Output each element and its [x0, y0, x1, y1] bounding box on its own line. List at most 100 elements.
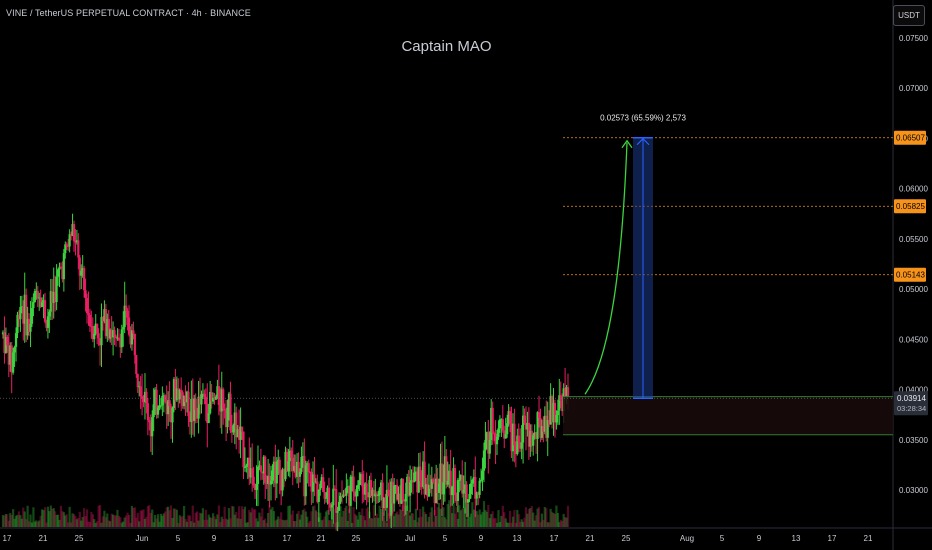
- candle: [182, 395, 186, 407]
- candle: [446, 480, 449, 485]
- candle: [462, 489, 465, 494]
- symbol-header: VINE / TetherUS PERPETUAL CONTRACT · 4h …: [6, 8, 251, 18]
- volume-bar: [537, 507, 541, 527]
- candle: [468, 493, 471, 500]
- volume-bar: [142, 509, 145, 527]
- volume-bar: [219, 521, 222, 527]
- candle: [352, 476, 355, 493]
- candle: [414, 471, 417, 473]
- candle: [343, 494, 346, 496]
- candle: [217, 386, 220, 406]
- candle: [458, 479, 461, 481]
- volume-bar: [7, 520, 10, 527]
- volume-bar: [194, 512, 197, 527]
- candle: [127, 317, 131, 335]
- candle: [307, 463, 310, 472]
- x-tick-label: 25: [352, 534, 361, 543]
- volume-bar: [177, 522, 180, 527]
- candle: [91, 326, 94, 340]
- volume-bar: [346, 520, 349, 527]
- volume-bar: [71, 513, 74, 527]
- volume-bar: [435, 515, 438, 527]
- volume-bar: [126, 512, 129, 527]
- volume-bar: [67, 522, 70, 527]
- volume-bar: [330, 505, 333, 527]
- volume-bar: [139, 510, 142, 527]
- candle: [524, 423, 528, 430]
- volume-bar: [117, 515, 120, 527]
- volume-bar: [106, 513, 109, 527]
- volume-bar: [13, 518, 16, 527]
- candle: [125, 305, 128, 311]
- volume-bar: [4, 514, 7, 527]
- candle: [514, 445, 517, 455]
- volume-bar: [16, 514, 19, 527]
- candle: [230, 430, 233, 433]
- volume-bar: [506, 522, 509, 527]
- volume-bar: [543, 507, 546, 527]
- candle: [533, 432, 536, 436]
- candle: [348, 486, 351, 506]
- volume-bar: [395, 511, 399, 527]
- volume-bar: [41, 509, 44, 527]
- volume-bar: [329, 520, 332, 527]
- candle: [180, 390, 183, 393]
- volume-bar: [133, 507, 136, 527]
- y-tick-label: 0.03500: [899, 436, 928, 445]
- candle: [380, 482, 383, 489]
- candle: [371, 489, 374, 496]
- candle: [471, 479, 474, 484]
- volume-bar: [22, 507, 25, 527]
- candle: [25, 294, 28, 336]
- volume-bar: [516, 509, 519, 527]
- candle: [472, 476, 475, 480]
- volume-bar: [255, 518, 258, 527]
- candle: [109, 329, 112, 339]
- candle: [510, 424, 513, 452]
- candle: [535, 432, 538, 439]
- candle: [45, 321, 48, 328]
- volume-bar: [404, 505, 407, 527]
- candle: [365, 483, 368, 494]
- volume-bar: [351, 522, 354, 527]
- candle: [422, 461, 425, 487]
- candle: [456, 480, 459, 501]
- candle: [388, 496, 391, 516]
- candle: [140, 396, 144, 399]
- volume-bar: [322, 519, 325, 527]
- candle: [513, 423, 516, 446]
- volume-bar: [546, 522, 549, 527]
- candle: [494, 433, 497, 445]
- candle: [133, 333, 136, 356]
- candle: [20, 306, 23, 308]
- candle: [436, 478, 439, 493]
- candle: [523, 415, 526, 424]
- volume-bar: [93, 519, 96, 527]
- volume-bar: [432, 521, 435, 527]
- volume-bar: [148, 505, 151, 527]
- candle: [94, 323, 97, 334]
- volume-bar: [130, 505, 134, 527]
- volume-bar: [145, 516, 148, 527]
- volume-bar: [561, 521, 564, 527]
- candle: [281, 469, 284, 491]
- candle: [33, 291, 36, 303]
- candle: [61, 268, 64, 280]
- candle: [225, 410, 228, 428]
- candle: [393, 485, 396, 504]
- candle: [98, 338, 102, 346]
- candle: [336, 510, 339, 513]
- volume-bar: [452, 503, 455, 527]
- candle: [430, 479, 433, 489]
- currency-button[interactable]: USDT: [893, 5, 925, 26]
- candle: [159, 405, 163, 407]
- candle: [38, 297, 41, 299]
- candle: [16, 314, 19, 334]
- candle: [52, 292, 55, 303]
- candle: [264, 456, 267, 483]
- candle: [77, 240, 80, 258]
- candle: [521, 415, 525, 443]
- volume-bar: [394, 513, 397, 527]
- candle: [103, 309, 106, 322]
